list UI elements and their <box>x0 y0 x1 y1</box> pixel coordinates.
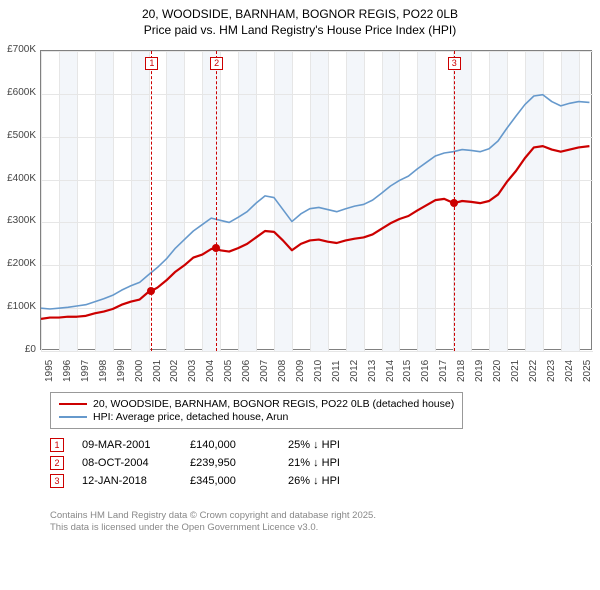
x-tick-label: 2021 <box>510 360 521 382</box>
x-tick-label: 1997 <box>80 360 91 382</box>
x-tick-label: 2018 <box>456 360 467 382</box>
sales-row-price: £140,000 <box>190 439 270 451</box>
x-tick-label: 2011 <box>331 360 342 382</box>
x-tick-label: 2002 <box>169 360 180 382</box>
series-svg <box>41 51 593 351</box>
x-tick-label: 2000 <box>134 360 145 382</box>
y-tick-label: £0 <box>0 344 36 355</box>
chart-area: 1 2 3 £0 £100K £200K £300K £400K £500K £600K £700… <box>0 44 600 404</box>
x-tick-label: 2004 <box>205 360 216 382</box>
x-tick-label: 2022 <box>528 360 539 382</box>
sales-row-diff: 26% ↓ HPI <box>288 475 378 487</box>
sales-row-number: 2 <box>50 456 64 470</box>
x-tick-label: 2015 <box>402 360 413 382</box>
x-tick-label: 1999 <box>116 360 127 382</box>
x-tick-label: 1998 <box>98 360 109 382</box>
sales-row-date: 12-JAN-2018 <box>82 475 172 487</box>
y-tick-label: £600K <box>0 87 36 98</box>
sale-marker-line <box>216 51 217 351</box>
sales-row: 1 09-MAR-2001 £140,000 25% ↓ HPI <box>50 438 378 452</box>
x-tick-label: 2001 <box>152 360 163 382</box>
sales-row-price: £345,000 <box>190 475 270 487</box>
x-tick-label: 2005 <box>223 360 234 382</box>
y-tick-label: £100K <box>0 301 36 312</box>
legend-label: HPI: Average price, detached house, Arun <box>93 411 288 423</box>
legend-item: HPI: Average price, detached house, Arun <box>59 411 454 423</box>
x-tick-label: 2016 <box>420 360 431 382</box>
legend-swatch <box>59 416 87 418</box>
chart-container: 20, WOODSIDE, BARNHAM, BOGNOR REGIS, PO2… <box>0 0 600 590</box>
y-tick-label: £700K <box>0 44 36 55</box>
title-line-2: Price paid vs. HM Land Registry's House … <box>0 22 600 38</box>
footer-line-1: Contains HM Land Registry data © Crown c… <box>50 510 376 522</box>
sale-marker-box: 3 <box>448 57 461 70</box>
y-tick-label: £400K <box>0 173 36 184</box>
x-tick-label: 2019 <box>474 360 485 382</box>
x-tick-label: 2023 <box>546 360 557 382</box>
legend-swatch <box>59 403 87 405</box>
sales-row: 2 08-OCT-2004 £239,950 21% ↓ HPI <box>50 456 378 470</box>
sales-row-number: 1 <box>50 438 64 452</box>
y-tick-label: £200K <box>0 258 36 269</box>
x-tick-label: 2024 <box>564 360 575 382</box>
sales-row-price: £239,950 <box>190 457 270 469</box>
x-tick-label: 2012 <box>349 360 360 382</box>
plot-area: 1 2 3 <box>40 50 592 350</box>
series-hpi <box>41 95 589 309</box>
sales-table: 1 09-MAR-2001 £140,000 25% ↓ HPI 2 08-OCT-200… <box>50 434 378 492</box>
x-tick-label: 2025 <box>582 360 593 382</box>
x-tick-label: 2013 <box>367 360 378 382</box>
x-tick-label: 2020 <box>492 360 503 382</box>
y-tick-label: £500K <box>0 130 36 141</box>
sales-row-diff: 25% ↓ HPI <box>288 439 378 451</box>
legend: 20, WOODSIDE, BARNHAM, BOGNOR REGIS, PO2… <box>50 392 463 429</box>
x-tick-label: 2008 <box>277 360 288 382</box>
x-tick-label: 2010 <box>313 360 324 382</box>
sales-row-diff: 21% ↓ HPI <box>288 457 378 469</box>
title-line-1: 20, WOODSIDE, BARNHAM, BOGNOR REGIS, PO2… <box>0 6 600 22</box>
y-tick-label: £300K <box>0 215 36 226</box>
sales-row: 3 12-JAN-2018 £345,000 26% ↓ HPI <box>50 474 378 488</box>
footer-attribution: Contains HM Land Registry data © Crown c… <box>50 510 376 535</box>
legend-label: 20, WOODSIDE, BARNHAM, BOGNOR REGIS, PO2… <box>93 398 454 410</box>
x-tick-label: 2003 <box>187 360 198 382</box>
sale-marker-box: 2 <box>210 57 223 70</box>
x-tick-label: 2014 <box>385 360 396 382</box>
series-paid <box>41 146 589 319</box>
footer-line-2: This data is licensed under the Open Gov… <box>50 522 376 534</box>
sales-row-number: 3 <box>50 474 64 488</box>
sale-marker-line <box>151 51 152 351</box>
sales-row-date: 08-OCT-2004 <box>82 457 172 469</box>
x-tick-label: 2017 <box>438 360 449 382</box>
sale-marker-box: 1 <box>145 57 158 70</box>
x-tick-label: 2009 <box>295 360 306 382</box>
sales-row-date: 09-MAR-2001 <box>82 439 172 451</box>
x-tick-label: 1996 <box>62 360 73 382</box>
chart-title: 20, WOODSIDE, BARNHAM, BOGNOR REGIS, PO2… <box>0 0 600 38</box>
x-tick-label: 2006 <box>241 360 252 382</box>
legend-item: 20, WOODSIDE, BARNHAM, BOGNOR REGIS, PO2… <box>59 398 454 410</box>
x-tick-label: 2007 <box>259 360 270 382</box>
x-tick-label: 1995 <box>44 360 55 382</box>
sale-dot <box>450 199 458 207</box>
